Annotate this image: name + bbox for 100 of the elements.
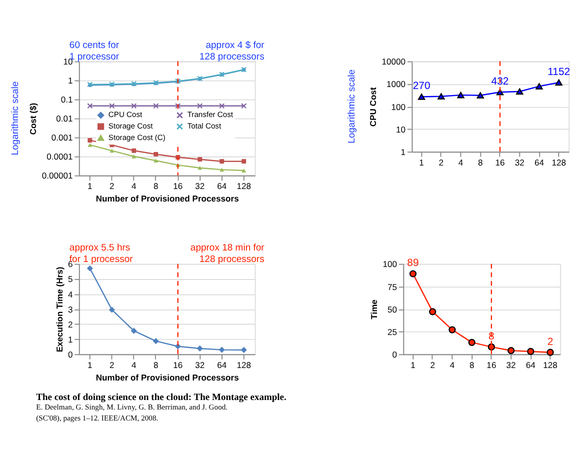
x-tick-label: 4 — [450, 360, 455, 370]
y-axis-title: Cost ($) — [28, 102, 38, 135]
point — [87, 266, 93, 272]
x-tick-label: 2 — [430, 360, 436, 370]
x-tick-label: 2 — [438, 157, 444, 168]
x-tick-label: 1 — [88, 360, 93, 370]
y-tick-label: 0.1 — [60, 94, 73, 105]
x-tick-label: 32 — [195, 360, 205, 370]
x-tick-label: 32 — [195, 181, 205, 192]
point — [468, 338, 476, 346]
y-tick-label: 100 — [391, 102, 406, 112]
y-tick-label: 2 — [68, 319, 73, 330]
y-tick-label: 5 — [68, 274, 73, 284]
point — [88, 143, 92, 147]
point — [409, 270, 417, 278]
data-label: 1152 — [548, 66, 570, 78]
x-tick-label: 64 — [526, 360, 536, 370]
point — [220, 159, 224, 164]
text: (SC'08), pages 1–12. IEEE/ACM, 2008. — [36, 414, 158, 423]
x-tick-label: 4 — [132, 181, 137, 192]
x-tick-label: 1 — [410, 360, 416, 370]
legend-label: Transfer Cost — [187, 110, 234, 120]
x-tick-label: 32 — [514, 157, 525, 168]
x-tick-label: 8 — [478, 157, 483, 168]
y-tick-label: 1000 — [386, 79, 406, 90]
point — [241, 103, 247, 109]
point — [242, 159, 246, 164]
point — [457, 92, 464, 98]
text: Logarithmic scale — [10, 81, 22, 156]
point — [110, 148, 114, 153]
y-axis-title: CPU Cost — [368, 87, 378, 127]
y-tick-label: 0 — [392, 350, 398, 360]
point — [546, 348, 554, 356]
y-tick-label: 25 — [387, 326, 398, 337]
point — [153, 338, 159, 344]
point — [198, 166, 202, 170]
x-tick-label: 128 — [236, 181, 252, 192]
text: The cost of doing science on the cloud: The Montage example. — [36, 392, 286, 403]
point — [488, 343, 496, 351]
x-tick-label: 32 — [506, 360, 516, 370]
y-tick-label: 1 — [400, 146, 406, 157]
point — [555, 79, 562, 86]
point — [88, 138, 92, 143]
x-tick-label: 64 — [217, 181, 227, 192]
point — [219, 347, 225, 353]
x-tick-label: 2 — [110, 181, 115, 192]
y-tick-label: 50 — [387, 304, 398, 314]
point — [197, 103, 203, 109]
y-tick-label: 3 — [68, 304, 73, 314]
point — [418, 94, 426, 100]
point — [438, 93, 445, 100]
point — [154, 158, 158, 163]
y-tick-label: 1 — [68, 334, 73, 344]
legend-label: Storage Cost — [108, 121, 154, 130]
x-tick-label: 4 — [132, 360, 137, 370]
y-axis-title: Execution Time (Hrs) — [54, 266, 64, 352]
point — [241, 347, 247, 353]
point — [154, 152, 158, 156]
point — [198, 157, 202, 162]
point — [219, 103, 225, 109]
point — [131, 103, 137, 109]
legend-label: Total Cost — [187, 121, 222, 130]
x-tick-label: 128 — [236, 360, 252, 370]
point — [220, 168, 224, 172]
data-label: 2 — [547, 336, 554, 348]
x-tick-label: 8 — [154, 360, 159, 370]
x-tick-label: 16 — [495, 157, 505, 168]
x-tick-label: 16 — [173, 360, 183, 370]
x-tick-label: 2 — [110, 360, 115, 370]
point — [527, 348, 534, 356]
point — [429, 308, 436, 316]
y-tick-label: 75 — [387, 282, 398, 292]
x-tick-label: 16 — [173, 181, 183, 192]
y-tick-label: 0 — [68, 350, 73, 360]
point — [242, 168, 246, 172]
point — [448, 326, 456, 334]
y-tick-label: 10 — [63, 56, 73, 67]
x-axis-title: Number of Provisioned Processors — [96, 194, 240, 204]
annotation: approx 4 $ for 128 processors — [199, 40, 265, 62]
point — [175, 103, 181, 109]
point — [476, 92, 484, 99]
y-tick-label: 10 — [396, 124, 406, 134]
data-label: 89 — [407, 258, 419, 270]
text: Logarithmic scale — [346, 70, 358, 144]
point — [536, 83, 543, 90]
point — [87, 103, 93, 109]
x-tick-label: 8 — [154, 181, 159, 192]
annotation: approx 18 min for 128 processors — [190, 242, 265, 265]
x-tick-label: 4 — [458, 157, 464, 168]
x-tick-label: 64 — [534, 157, 544, 168]
y-tick-label: 0.00001 — [42, 170, 73, 181]
y-tick-label: 10000 — [382, 56, 406, 67]
point — [197, 346, 203, 352]
legend-label: CPU Cost — [108, 110, 144, 120]
point — [132, 154, 136, 158]
x-axis-title: Number of Provisioned Processors — [96, 372, 240, 382]
legend-label: Storage Cost (C) — [108, 132, 166, 142]
point — [109, 103, 115, 109]
text: E. Deelman, G. Singh, M. Livny, G. B. Berriman, and J. Good. — [36, 402, 228, 412]
x-tick-label: 1 — [419, 157, 424, 168]
